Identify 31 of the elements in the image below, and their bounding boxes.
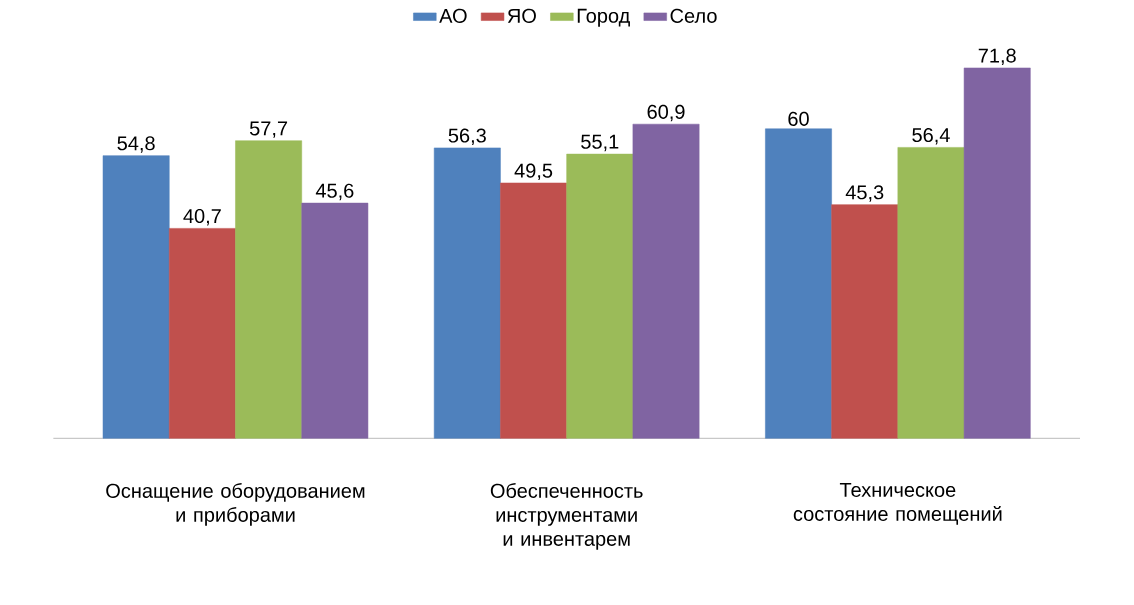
data-label: 54,8 xyxy=(117,136,155,153)
data-label: 55,1 xyxy=(581,134,619,152)
bar xyxy=(102,155,170,439)
bar xyxy=(897,147,965,439)
bar xyxy=(632,123,700,439)
x-tick-label: Оснащение оборудованием и приборами xyxy=(106,483,365,526)
legend-label: Село xyxy=(670,8,717,23)
bar xyxy=(566,153,634,439)
data-label: 40,7 xyxy=(183,208,221,226)
data-label: 45,6 xyxy=(315,183,354,201)
data-label: 60,9 xyxy=(647,104,685,122)
bar xyxy=(168,228,236,439)
data-label: 45,3 xyxy=(845,185,884,202)
bar xyxy=(500,182,567,439)
x-tick-label: Обеспеченность инструментами и инвентарем xyxy=(490,483,643,550)
data-label: 71,8 xyxy=(978,48,1016,66)
bar xyxy=(301,202,369,439)
bar xyxy=(433,147,501,439)
data-label: 49,5 xyxy=(514,163,553,181)
bar xyxy=(831,204,899,439)
legend-label: АО xyxy=(439,8,467,23)
data-label: 56,3 xyxy=(448,128,486,145)
data-label: 57,7 xyxy=(249,121,288,138)
bar xyxy=(963,67,1031,439)
legend-label: ЯО xyxy=(507,8,536,23)
bar xyxy=(235,140,302,439)
data-label: 56,4 xyxy=(912,127,950,145)
legend-label: Город xyxy=(577,8,630,27)
bar xyxy=(765,128,832,439)
x-tick-label: Техническое состояние помещений xyxy=(793,483,1002,525)
data-label: 60 xyxy=(788,111,809,126)
